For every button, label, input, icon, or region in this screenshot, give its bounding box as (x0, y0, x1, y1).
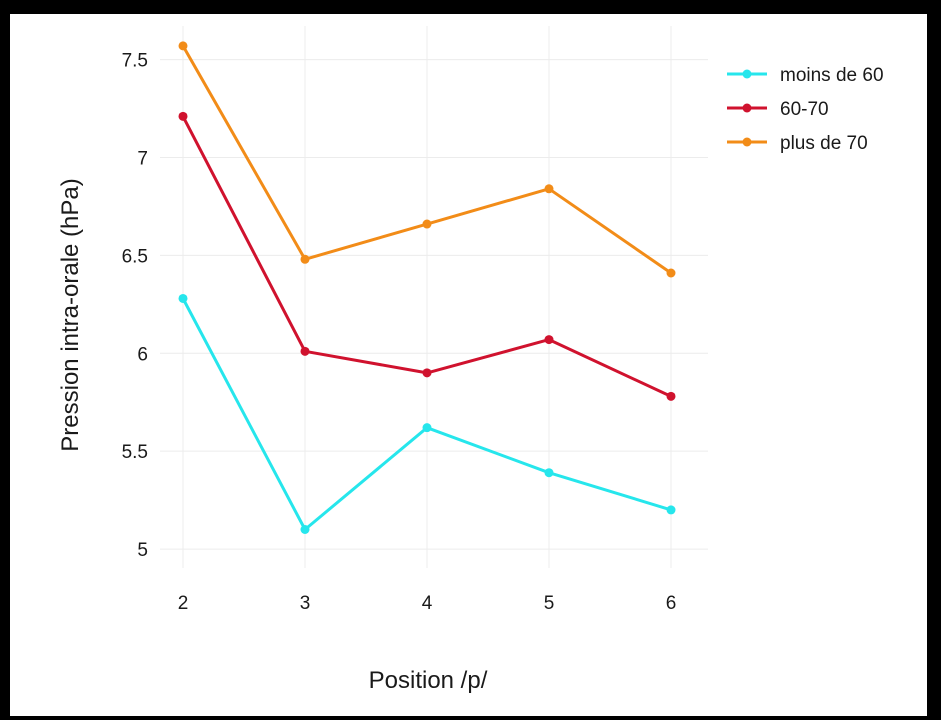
data-point[interactable] (422, 219, 432, 229)
legend-item[interactable]: 60-70 (727, 99, 829, 120)
legend[interactable]: moins de 60 60-70 plus de 70 (727, 65, 884, 154)
legend-swatch-marker (742, 137, 752, 147)
data-point[interactable] (300, 346, 310, 356)
legend-item[interactable]: plus de 70 (727, 133, 868, 154)
y-tick-label: 7 (137, 148, 148, 169)
x-tick-label: 5 (544, 593, 555, 614)
grid-lines (160, 26, 708, 568)
data-point[interactable] (178, 293, 188, 303)
legend-label: moins de 60 (780, 65, 884, 86)
legend-swatch-marker (742, 69, 752, 79)
data-point[interactable] (666, 268, 676, 278)
data-point[interactable] (300, 525, 310, 535)
y-tick-label: 6 (137, 344, 148, 365)
data-point[interactable] (422, 423, 432, 433)
x-tick-label: 6 (666, 593, 677, 614)
data-point[interactable] (178, 41, 188, 51)
series-0 (178, 293, 676, 535)
data-point[interactable] (422, 368, 432, 378)
legend-swatch-marker (742, 103, 752, 113)
data-point[interactable] (544, 335, 554, 345)
x-tick-label: 4 (422, 593, 433, 614)
y-tick-label: 5.5 (122, 442, 148, 463)
x-tick-label: 2 (178, 593, 189, 614)
legend-item[interactable]: moins de 60 (727, 65, 884, 86)
legend-label: 60-70 (780, 99, 829, 120)
data-point[interactable] (178, 111, 188, 121)
y-tick-label: 6.5 (122, 246, 148, 267)
x-axis-title: Position /p/ (369, 667, 488, 694)
y-tick-label: 7.5 (122, 51, 148, 72)
legend-label: plus de 70 (780, 133, 868, 154)
data-point[interactable] (666, 391, 676, 401)
y-axis-title: Pression intra-orale (hPa) (57, 178, 84, 451)
series-lines (178, 41, 676, 535)
axis-tick-labels: 2 3 4 5 6 5 5.5 6 6.5 7 7.5 (122, 51, 677, 614)
y-tick-label: 5 (137, 540, 148, 561)
series-1 (178, 111, 676, 401)
data-point[interactable] (544, 184, 554, 194)
data-point[interactable] (544, 468, 554, 478)
data-point[interactable] (300, 254, 310, 264)
data-point[interactable] (666, 505, 676, 515)
series-2 (178, 41, 676, 278)
x-tick-label: 3 (300, 593, 311, 614)
